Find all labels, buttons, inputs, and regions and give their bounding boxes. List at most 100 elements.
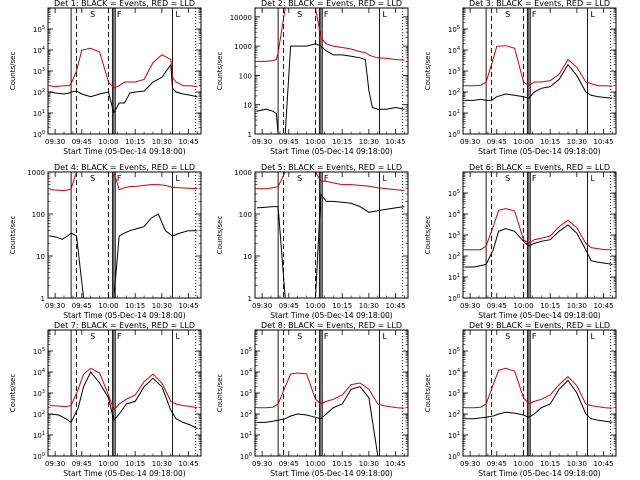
x-axis-label: Start Time (05-Dec-14 09:18:00) xyxy=(63,469,185,478)
x-tick-label: 10:30 xyxy=(152,138,172,146)
marker-label-l: L xyxy=(383,10,388,19)
detector-panel-2: Det 2: BLACK = Events, RED = LLD S F L 1 10 10… xyxy=(216,0,409,156)
y-tick-label: 103 xyxy=(448,231,460,240)
series-group xyxy=(464,367,613,423)
x-axis-label: Start Time (05-Dec-14 09:18:00) xyxy=(478,469,600,478)
x-tick-label: 10:00 xyxy=(305,138,325,146)
y-axis-label: Counts/sec xyxy=(9,374,17,413)
x-tick-label: 10:15 xyxy=(332,138,352,146)
y-axis-label: Counts/sec xyxy=(216,216,224,255)
lld-series-line xyxy=(464,208,613,251)
y-tick-label: 104 xyxy=(33,46,45,55)
marker-label-f: F xyxy=(117,332,122,341)
x-tick-label: 10:00 xyxy=(513,302,533,310)
series-group xyxy=(256,372,405,456)
y-tick-label: 103 xyxy=(448,389,460,398)
y-tick-label: 1 xyxy=(248,295,252,303)
x-tick-label: 10:00 xyxy=(513,138,533,146)
x-axis-label: Start Time (05-Dec-14 09:18:00) xyxy=(478,147,600,156)
y-tick-label: 1000 xyxy=(234,169,252,177)
events-series-line xyxy=(256,192,405,298)
marker-label-l: L xyxy=(591,10,596,19)
y-tick-label: 100 xyxy=(33,130,45,139)
y-tick-label: 102 xyxy=(33,410,45,419)
y-axis-label: Counts/sec xyxy=(424,52,432,91)
panel-title: Det 4: BLACK = Events, RED = LLD xyxy=(54,163,195,172)
x-tick-label: 10:30 xyxy=(359,460,379,468)
x-tick-label: 10:15 xyxy=(125,302,145,310)
x-tick-label: 10:30 xyxy=(359,138,379,146)
marker-label-s: S xyxy=(505,174,510,183)
events-series-line xyxy=(49,63,198,115)
marker-label-l: L xyxy=(176,10,181,19)
y-tick-label: 105 xyxy=(33,25,45,34)
y-tick-label: 102 xyxy=(240,410,252,419)
x-tick-label: 10:00 xyxy=(98,302,118,310)
events-series-line xyxy=(464,379,613,423)
x-tick-label: 09:30 xyxy=(460,460,480,468)
x-tick-label: 10:45 xyxy=(385,460,405,468)
series-group xyxy=(256,8,405,134)
x-axis-label: Start Time (05-Dec-14 09:18:00) xyxy=(63,147,185,156)
marker-label-s: S xyxy=(505,332,510,341)
x-tick-label: 10:15 xyxy=(125,460,145,468)
x-tick-label: 10:45 xyxy=(178,460,198,468)
x-axis-label: Start Time (05-Dec-14 09:18:00) xyxy=(270,469,392,478)
x-axis-label: Start Time (05-Dec-14 09:18:00) xyxy=(270,311,392,320)
y-tick-label: 10 xyxy=(243,253,252,261)
x-tick-label: 10:45 xyxy=(178,138,198,146)
y-tick-label: 105 xyxy=(240,347,252,356)
marker-label-f: F xyxy=(324,10,329,19)
marker-label-s: S xyxy=(297,332,302,341)
x-tick-label: 10:00 xyxy=(98,460,118,468)
panel-title: Det 3: BLACK = Events, RED = LLD xyxy=(469,0,610,8)
events-series-line xyxy=(464,224,613,268)
lld-series-line xyxy=(49,172,198,192)
y-tick-label: 101 xyxy=(240,431,252,440)
series-group xyxy=(49,47,198,115)
x-tick-label: 09:45 xyxy=(72,460,92,468)
marker-label-f: F xyxy=(117,10,122,19)
lld-series-line xyxy=(256,8,405,62)
detector-panel-9: Det 9: BLACK = Events, RED = LLD S F L 100 10… xyxy=(424,321,617,478)
x-axis-label: Start Time (05-Dec-14 09:18:00) xyxy=(270,147,392,156)
y-tick-label: 100 xyxy=(33,452,45,461)
y-tick-label: 1000 xyxy=(234,43,252,51)
y-tick-label: 100 xyxy=(239,211,252,219)
marker-label-f: F xyxy=(324,332,329,341)
series-group xyxy=(464,45,613,101)
y-tick-label: 105 xyxy=(448,25,460,34)
plot-frame xyxy=(254,7,409,135)
marker-label-s: S xyxy=(90,332,95,341)
y-tick-label: 101 xyxy=(448,273,460,282)
y-tick-label: 104 xyxy=(240,368,252,377)
marker-label-f: F xyxy=(324,174,329,183)
y-tick-label: 105 xyxy=(448,189,460,198)
y-axis-label: Counts/sec xyxy=(424,216,432,255)
x-tick-label: 09:45 xyxy=(279,460,299,468)
detector-panel-8: Det 8: BLACK = Events, RED = LLD S F L 100 10… xyxy=(216,321,409,478)
y-tick-label: 102 xyxy=(33,88,45,97)
detector-panel-7: Det 7: BLACK = Events, RED = LLD S F L 100 10… xyxy=(9,321,202,478)
detector-panel-5: Det 5: BLACK = Events, RED = LLD S F L 1 10 10… xyxy=(216,163,409,320)
lld-series-line xyxy=(464,45,613,87)
y-axis-label: Counts/sec xyxy=(9,216,17,255)
x-tick-label: 09:45 xyxy=(72,138,92,146)
x-tick-label: 10:15 xyxy=(125,138,145,146)
y-axis-label: Counts/sec xyxy=(424,374,432,413)
marker-label-s: S xyxy=(505,10,510,19)
marker-label-l: L xyxy=(176,332,181,341)
marker-label-l: L xyxy=(591,332,596,341)
series-group xyxy=(464,208,613,268)
marker-label-f: F xyxy=(532,174,537,183)
panel-title: Det 6: BLACK = Events, RED = LLD xyxy=(469,163,610,172)
y-tick-label: 10 xyxy=(36,253,45,261)
x-tick-label: 10:45 xyxy=(385,302,405,310)
plot-frame xyxy=(254,171,409,299)
marker-label-s: S xyxy=(297,174,302,183)
y-tick-label: 10000 xyxy=(230,14,252,22)
y-tick-label: 104 xyxy=(448,46,460,55)
y-tick-label: 100 xyxy=(448,130,460,139)
marker-label-l: L xyxy=(591,174,596,183)
